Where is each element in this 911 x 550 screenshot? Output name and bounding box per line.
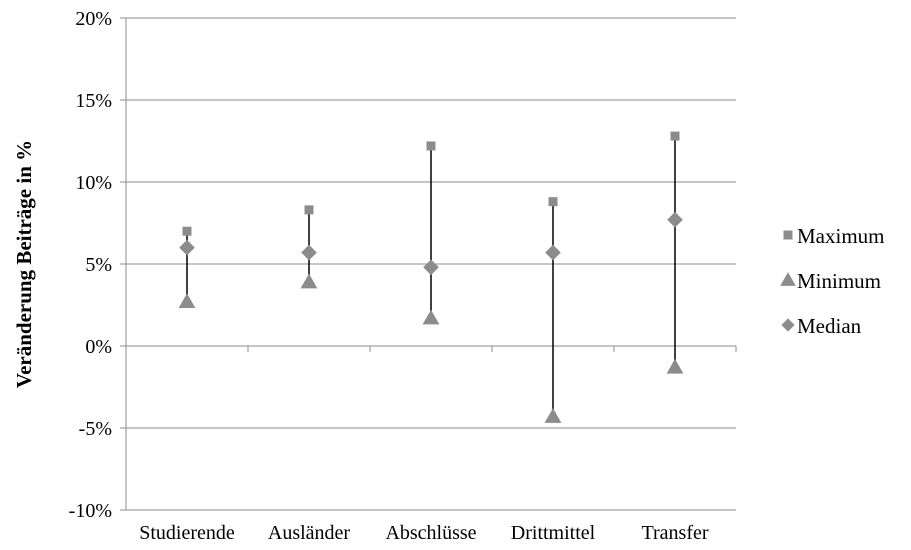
point-square — [670, 131, 680, 141]
point-square — [426, 141, 436, 151]
legend-marker-diamond — [781, 318, 795, 332]
y-axis-title: Veränderung Beiträge in % — [12, 140, 36, 388]
range-lines — [186, 136, 676, 417]
point-diamond — [667, 211, 683, 228]
legend: Maximum Minimum Median — [780, 224, 885, 338]
point-triangle — [666, 358, 684, 374]
point-square — [304, 205, 314, 215]
point-triangle — [544, 408, 562, 423]
point-square — [548, 197, 558, 207]
x-tick-label: Abschlüsse — [385, 522, 476, 544]
x-tick-label: Studierende — [139, 522, 235, 544]
y-tick-label: 5% — [85, 254, 112, 276]
legend-marker-square — [783, 230, 793, 240]
x-tick-label: Transfer — [641, 522, 708, 544]
point-triangle — [300, 273, 318, 289]
legend-marker-triangle — [780, 272, 796, 286]
y-tick-label: -5% — [79, 418, 112, 440]
point-diamond — [423, 259, 439, 276]
point-triangle — [422, 309, 440, 325]
y-tick-label: -10% — [69, 500, 112, 522]
x-tick-labels: Studierende Ausländer Abschlüsse Drittmitte… — [139, 522, 709, 544]
legend-label: Median — [797, 314, 862, 338]
x-tick-label: Drittmittel — [511, 522, 596, 544]
point-diamond — [179, 239, 195, 256]
x-tick-label: Ausländer — [268, 522, 351, 544]
legend-label: Minimum — [797, 269, 881, 293]
point-square — [182, 226, 192, 236]
y-tick-label: 20% — [75, 8, 112, 30]
data-markers — [178, 131, 684, 423]
y-tick-labels: -10% -5% 0% 5% 10% 15% 20% — [69, 8, 112, 522]
legend-label: Maximum — [797, 224, 885, 248]
axes — [120, 17, 737, 511]
y-tick-label: 10% — [75, 172, 112, 194]
y-tick-label: 15% — [75, 90, 112, 112]
point-diamond — [301, 244, 317, 261]
y-tick-label: 0% — [85, 336, 112, 358]
point-diamond — [545, 244, 561, 261]
point-triangle — [178, 293, 196, 309]
